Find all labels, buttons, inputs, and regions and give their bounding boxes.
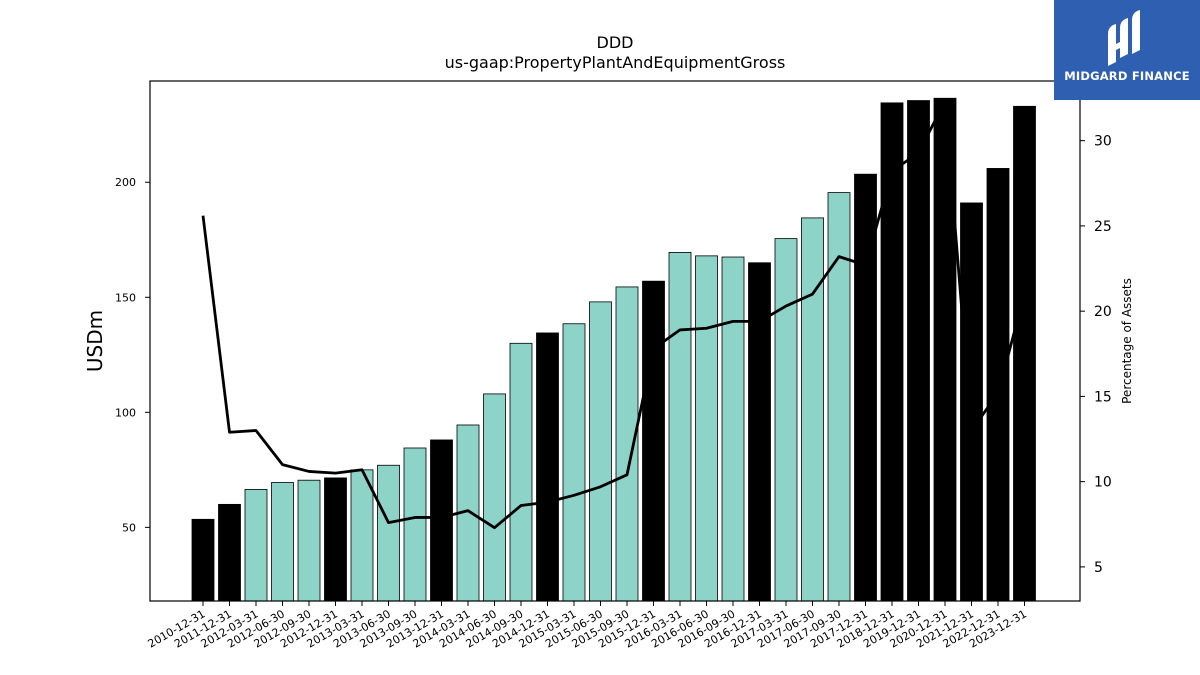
chart-title: DDD: [597, 33, 634, 52]
bar: [350, 469, 374, 602]
brand-logo: MIDGARD FINANCE: [1054, 0, 1200, 100]
chart-subtitle: us-gaap:PropertyPlantAndEquipmentGross: [445, 53, 786, 72]
bar: [960, 202, 983, 602]
plot-frame: [149, 80, 1081, 602]
bar: [589, 301, 612, 602]
y-axis-label: USDm: [83, 310, 107, 372]
bar: [827, 192, 851, 602]
bar: [774, 238, 798, 602]
y-tick-label: 200: [115, 176, 136, 189]
bar: [218, 503, 241, 602]
bar: [1013, 105, 1036, 602]
bar: [933, 97, 957, 602]
y2-tick-label: 20: [1094, 304, 1112, 320]
y2-axis-ticks: 5 10 15 20 25 30: [1080, 134, 1112, 576]
bar: [907, 100, 930, 602]
y2-tick-label: 15: [1094, 389, 1112, 405]
bar: [377, 464, 400, 602]
y2-tick-label: 25: [1094, 219, 1112, 235]
y2-tick-label: 10: [1094, 475, 1112, 491]
bar: [244, 489, 268, 602]
bar-series: [191, 97, 1036, 602]
bar: [986, 168, 1010, 602]
bar: [668, 252, 692, 602]
bar: [297, 479, 321, 602]
bar: [748, 262, 771, 602]
bar: [483, 393, 506, 602]
y-tick-label: 150: [115, 291, 136, 304]
bar: [721, 256, 745, 602]
bar: [509, 342, 533, 602]
bar: [642, 280, 665, 602]
y2-tick-label: 5: [1094, 560, 1103, 576]
logo-mark-icon: [1108, 10, 1140, 66]
line-series: [201, 100, 1026, 530]
y-axis-ticks: 50 100 150 200: [115, 176, 150, 534]
x-axis-ticks: 2010-12-312011-12-312012-03-312012-06-30…: [146, 601, 1029, 651]
bar: [695, 255, 718, 602]
bar: [880, 102, 904, 602]
y2-axis-label: Percentage of Assets: [1120, 278, 1134, 404]
bar: [403, 447, 427, 602]
bar: [271, 482, 294, 602]
percentage-line: [201, 100, 1026, 530]
bar: [536, 332, 559, 602]
bar: [191, 518, 215, 602]
logo-text: MIDGARD FINANCE: [1064, 69, 1190, 83]
y-tick-label: 100: [115, 406, 136, 419]
y2-tick-label: 30: [1094, 134, 1112, 150]
bar: [801, 217, 824, 602]
bar: [430, 439, 453, 602]
bar: [324, 477, 347, 602]
bar: [562, 323, 586, 602]
y-tick-label: 50: [122, 521, 136, 534]
